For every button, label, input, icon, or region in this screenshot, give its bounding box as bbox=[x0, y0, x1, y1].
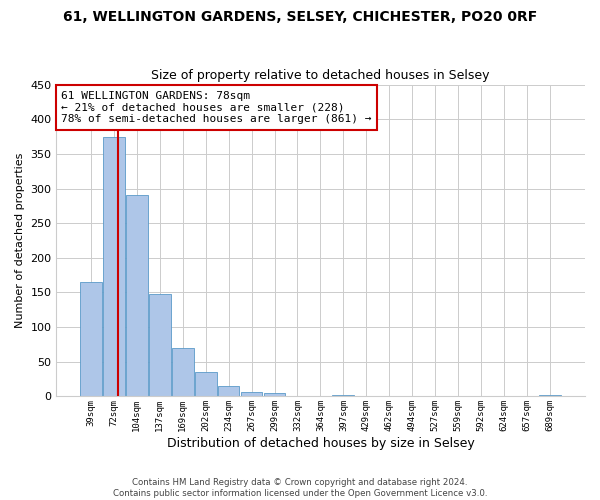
Text: 61, WELLINGTON GARDENS, SELSEY, CHICHESTER, PO20 0RF: 61, WELLINGTON GARDENS, SELSEY, CHICHEST… bbox=[63, 10, 537, 24]
Bar bbox=[149, 294, 170, 396]
Title: Size of property relative to detached houses in Selsey: Size of property relative to detached ho… bbox=[151, 69, 490, 82]
Bar bbox=[218, 386, 239, 396]
Bar bbox=[172, 348, 194, 397]
Bar bbox=[126, 196, 148, 396]
Text: Contains HM Land Registry data © Crown copyright and database right 2024.
Contai: Contains HM Land Registry data © Crown c… bbox=[113, 478, 487, 498]
Y-axis label: Number of detached properties: Number of detached properties bbox=[15, 153, 25, 328]
Text: 61 WELLINGTON GARDENS: 78sqm
← 21% of detached houses are smaller (228)
78% of s: 61 WELLINGTON GARDENS: 78sqm ← 21% of de… bbox=[61, 91, 371, 124]
Bar bbox=[263, 393, 286, 396]
X-axis label: Distribution of detached houses by size in Selsey: Distribution of detached houses by size … bbox=[167, 437, 474, 450]
Bar bbox=[103, 136, 125, 396]
Bar bbox=[195, 372, 217, 396]
Bar bbox=[80, 282, 102, 397]
Bar bbox=[539, 395, 561, 396]
Bar bbox=[241, 392, 262, 396]
Bar bbox=[332, 395, 354, 396]
